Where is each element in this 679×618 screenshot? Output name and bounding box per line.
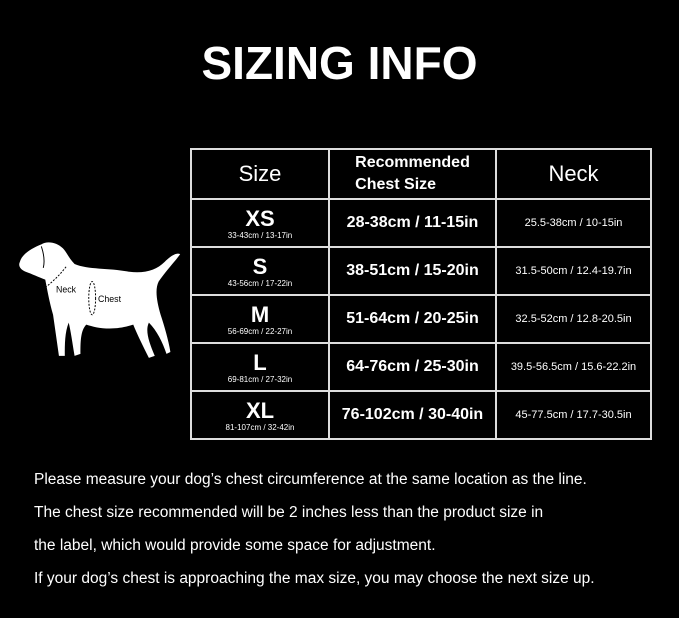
size-cell: XS 33-43cm / 13-17in [190,198,330,248]
note-line: Please measure your dog’s chest circumfe… [34,471,587,488]
size-range: 81-107cm / 32-42in [225,422,295,432]
note-line: the label, which would provide some spac… [34,537,436,554]
size-range: 69-81cm / 27-32in [227,374,293,384]
chest-cell: 64-76cm / 25-30in [328,342,497,392]
chest-label: Chest [98,294,122,304]
size-range: 56-69cm / 22-27in [227,326,293,336]
size-range: 43-56cm / 17-22in [227,278,293,288]
size-cell: XL 81-107cm / 32-42in [190,390,330,440]
chest-cell: 38-51cm / 15-20in [328,246,497,296]
size-label: S [252,253,268,279]
neck-label: Neck [56,284,77,294]
neck-cell: 31.5-50cm / 12.4-19.7in [495,246,652,296]
neck-cell: 32.5-52cm / 12.8-20.5in [495,294,652,344]
size-label: XS [245,205,275,231]
dog-illustration: Neck Chest [19,242,181,358]
table-row: XS 33-43cm / 13-17in 28-38cm / 11-15in 25… [190,198,652,248]
header-chest-line2: Chest Size [355,176,437,193]
neck-cell: 25.5-38cm / 10-15in [495,198,652,248]
size-cell: L 69-81cm / 27-32in [190,342,330,392]
size-range: 33-43cm / 13-17in [227,230,293,240]
header-neck: Neck [495,148,652,200]
chest-cell: 28-38cm / 11-15in [328,198,497,248]
neck-cell: 39.5-56.5cm / 15.6-22.2in [495,342,652,392]
neck-cell: 45-77.5cm / 17.7-30.5in [495,390,652,440]
header-chest: Recommended Chest Size [328,148,497,200]
chest-cell: 76-102cm / 30-40in [328,390,497,440]
table-row: XL 81-107cm / 32-42in 76-102cm / 30-40in … [190,390,652,440]
table-header-row: Size Recommended Chest Size Neck [190,148,652,200]
measurement-notes: Please measure your dog’s chest circumfe… [34,470,595,602]
table-row: S 43-56cm / 17-22in 38-51cm / 15-20in 31.… [190,246,652,296]
size-label: L [253,349,267,375]
table-row: L 69-81cm / 27-32in 64-76cm / 25-30in 39.… [190,342,652,392]
size-cell: S 43-56cm / 17-22in [190,246,330,296]
header-chest-line1: Recommended [355,154,470,171]
size-cell: M 56-69cm / 22-27in [190,294,330,344]
page-title: SIZING INFO [201,37,478,89]
note-line: The chest size recommended will be 2 inc… [34,504,544,521]
header-size: Size [190,148,330,200]
size-label: XL [245,397,275,423]
table-row: M 56-69cm / 22-27in 51-64cm / 20-25in 32.… [190,294,652,344]
dog-silhouette [19,242,181,358]
sizing-table: Size Recommended Chest Size Neck XS 33-43c… [190,148,652,440]
chest-cell: 51-64cm / 20-25in [328,294,497,344]
note-line: If your dog’s chest is approaching the m… [34,570,595,587]
size-label: M [250,301,270,327]
